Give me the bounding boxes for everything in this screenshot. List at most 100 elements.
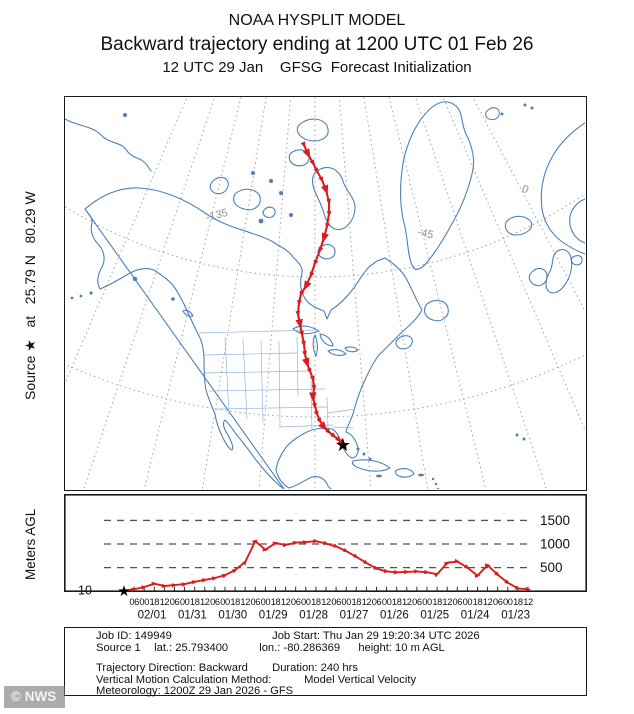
trajectory-marker <box>306 367 312 375</box>
trajectory-marker <box>300 141 306 149</box>
scandinavia-coast <box>540 122 585 255</box>
trajectory-marker <box>325 428 332 435</box>
date-label: 01/27 <box>340 610 369 622</box>
trajectory-marker <box>201 578 208 583</box>
hour-label: 06 <box>129 597 139 607</box>
hour-label: 12 <box>281 597 291 607</box>
nws-watermark: © NWS <box>4 686 66 708</box>
trajectory-marker <box>342 548 349 553</box>
hour-label: 18 <box>311 597 321 607</box>
trajectory-marker <box>295 311 301 318</box>
trajectory-marker <box>404 569 410 575</box>
great-britain <box>545 249 573 294</box>
date-label: 01/28 <box>299 610 328 622</box>
svalbard <box>485 107 500 121</box>
trajectory-marker <box>484 563 491 568</box>
trajectory-marker <box>251 539 258 545</box>
ireland <box>528 267 548 287</box>
trajectory-marker <box>322 540 329 545</box>
trajectory-marker <box>363 559 370 565</box>
hour-label: 18 <box>352 597 362 607</box>
hour-label: 00 <box>261 597 271 607</box>
trajectory-marker <box>303 540 309 545</box>
profile-frame <box>64 494 587 593</box>
hour-label: 00 <box>341 597 351 607</box>
hour-label: 06 <box>251 597 261 607</box>
trajectory-marker <box>337 438 347 448</box>
trajectory-marker <box>321 184 329 196</box>
devon-island <box>288 149 310 167</box>
ellesmere-island <box>296 118 329 142</box>
hour-label: 18 <box>432 597 442 607</box>
source-height: height: 10 m AGL <box>358 641 445 654</box>
graticule-label-layer: -135 -45 0 <box>205 183 531 242</box>
baffin-island <box>311 166 356 231</box>
hour-label: 00 <box>180 597 190 607</box>
banks-island <box>209 176 229 195</box>
trajectory-marker <box>262 547 269 552</box>
north-america-coast <box>84 187 423 489</box>
source-lat: lat.: 25.793400 <box>154 641 229 654</box>
vancouver-island <box>182 309 194 317</box>
date-label: 01/25 <box>420 610 449 622</box>
trajectory-marker <box>504 579 511 585</box>
hour-label: 00 <box>382 597 392 607</box>
trajectory-marker <box>443 561 450 567</box>
hour-label: 18 <box>271 597 281 607</box>
trajectory-title: Backward trajectory ending at 1200 UTC 0… <box>100 34 534 55</box>
trajectory-marker <box>191 580 198 585</box>
hour-label: 00 <box>139 597 149 607</box>
meridian-label-135: -135 <box>205 207 229 224</box>
model-title: NOAA HYSPLIT MODEL <box>228 12 406 29</box>
trajectory-marker <box>302 357 310 369</box>
trajectory-marker <box>454 558 461 563</box>
trajectory-marker <box>464 564 470 570</box>
lake-erie <box>327 349 347 356</box>
hour-label: 00 <box>503 597 513 607</box>
trajectory-direction: Trajectory Direction: Backward <box>96 662 248 675</box>
trajectory-marker <box>292 540 299 546</box>
date-label: 02/01 <box>138 610 167 622</box>
trajectory-marker <box>303 280 312 291</box>
trajectory-marker <box>330 432 337 439</box>
trajectory-marker <box>394 570 400 575</box>
greenland-coast <box>399 101 475 270</box>
hour-label: 12 <box>402 597 412 607</box>
trajectory-marker <box>297 299 302 307</box>
trajectory-marker <box>312 402 317 410</box>
trajectory-marker <box>326 198 331 206</box>
trajectory-marker <box>272 541 279 546</box>
trajectory-marker <box>414 569 420 574</box>
hour-label: 12 <box>200 597 210 607</box>
nova-scotia <box>395 335 413 350</box>
initialization-subtitle: 12 UTC 29 Jan GFSG Forecast Initializati… <box>162 59 472 76</box>
lake-michigan <box>312 334 318 357</box>
trajectory-marker <box>352 553 359 559</box>
level-label-500: 500 <box>540 560 563 575</box>
trajectory-layer: ★ <box>295 141 351 455</box>
trajectory-marker <box>318 246 324 254</box>
vertical-motion-method-label: Vertical Motion Calculation Method: <box>96 673 272 686</box>
trajectory-marker <box>494 571 500 577</box>
source-star: ★ <box>335 435 351 455</box>
hour-label: 06 <box>493 597 503 607</box>
trajectory-marker <box>373 565 380 570</box>
level-label-1000: 1000 <box>540 537 570 552</box>
hour-label: 06 <box>331 597 341 607</box>
trajectory-marker <box>302 148 311 159</box>
lake-huron <box>319 333 334 347</box>
trajectory-marker <box>299 330 304 338</box>
trajectory-marker <box>311 385 317 392</box>
profile-start-star: ★ <box>117 583 130 600</box>
hour-label: 12 <box>362 597 372 607</box>
hour-label: 00 <box>301 597 311 607</box>
trajectory-marker <box>181 582 188 587</box>
hour-label: 18 <box>230 597 240 607</box>
siberia-coast <box>65 118 152 172</box>
graticule-lines <box>65 97 585 489</box>
iceland <box>504 215 533 236</box>
duration: Duration: 240 hrs <box>272 662 358 675</box>
trajectory-marker <box>325 222 330 230</box>
